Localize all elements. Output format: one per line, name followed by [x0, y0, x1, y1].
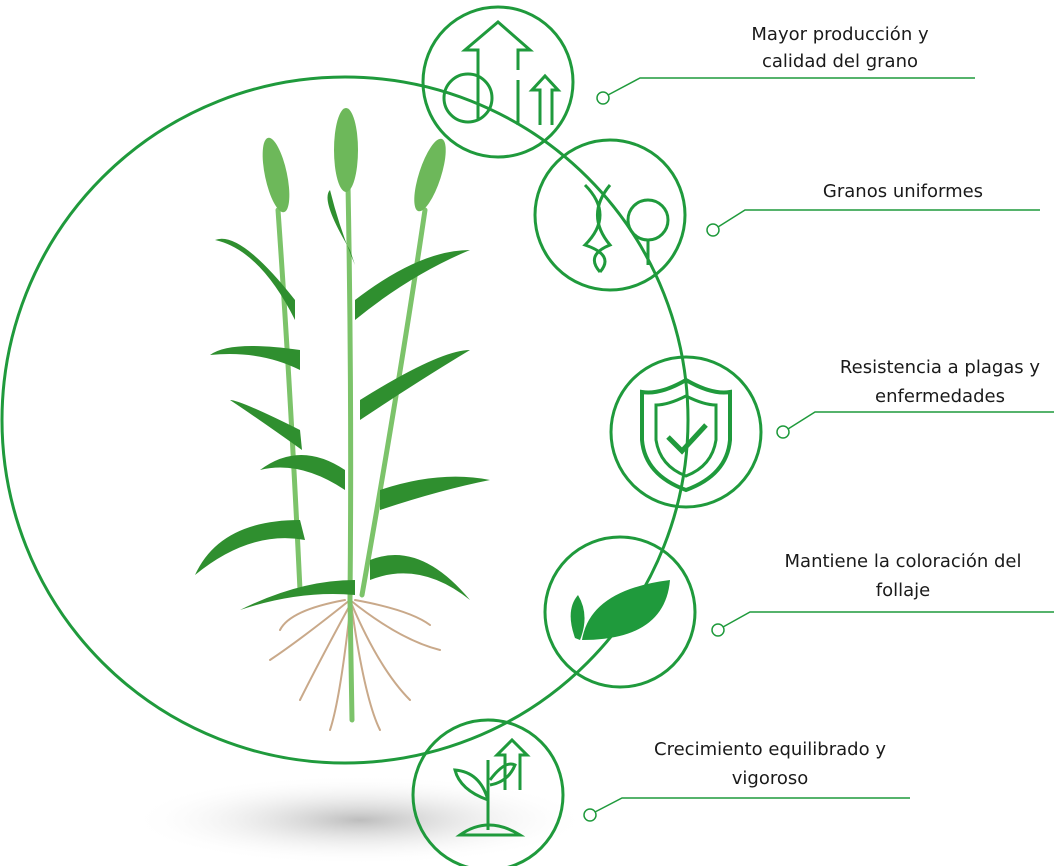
icon-4 [545, 537, 695, 687]
label-line: follaje [876, 580, 930, 601]
label-line: Mayor producción y [751, 24, 929, 45]
icon-3 [611, 357, 761, 507]
icon-1 [423, 7, 573, 157]
label-line: Granos uniformes [823, 181, 983, 202]
labels: Mayor producción y calidad del grano Gra… [654, 24, 1040, 789]
icon-2 [535, 140, 685, 290]
label-line: vigoroso [732, 768, 809, 789]
label-line: calidad del grano [762, 51, 918, 72]
label-line: enfermedades [875, 386, 1005, 407]
label-line: Crecimiento equilibrado y [654, 739, 886, 760]
page: Mayor producción y calidad del grano Gra… [0, 0, 1054, 866]
connectors [584, 78, 1054, 821]
label-line: Resistencia a plagas y [840, 357, 1040, 378]
benefits-diagram: Mayor producción y calidad del grano Gra… [0, 0, 1054, 866]
wheat-plant [195, 108, 490, 730]
label-line: Mantiene la coloración del [785, 551, 1022, 572]
